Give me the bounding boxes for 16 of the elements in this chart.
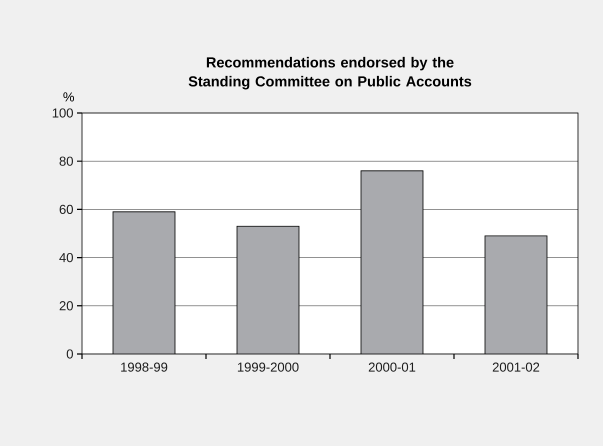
- y-tick-label: 20: [60, 301, 73, 310]
- y-tick-label: 100: [52, 108, 73, 118]
- bar: [360, 170, 424, 354]
- y-tick-label: 0: [66, 349, 73, 359]
- x-tick-label: 1998-99: [121, 362, 168, 372]
- x-tick-label: 2001-02: [492, 362, 540, 372]
- y-tick-label: 80: [60, 156, 73, 166]
- y-axis-title: %: [63, 92, 74, 102]
- bar: [484, 236, 548, 354]
- x-tick-label: 2000-01: [368, 362, 416, 372]
- y-tick-label: 60: [60, 204, 73, 214]
- y-tick-label: 40: [59, 252, 73, 262]
- bar: [112, 211, 176, 354]
- chart-title: Recommendations endorsed by the Standing Committee on Public Accounts: [188, 56, 472, 90]
- x-tick-label: 1999-2000: [238, 362, 299, 372]
- bar: [236, 226, 300, 354]
